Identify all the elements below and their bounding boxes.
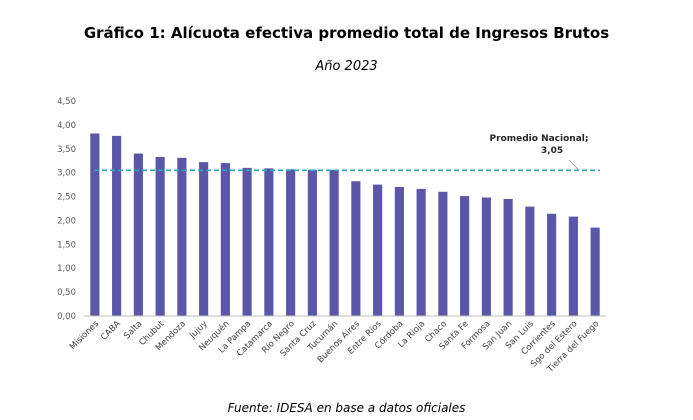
bar (112, 135, 122, 316)
bar (329, 169, 339, 316)
bar (547, 213, 557, 316)
reference-label: Promedio Nacional; (490, 134, 589, 144)
reference-line-group: Promedio Nacional; 3,05 (94, 134, 600, 172)
bar (286, 169, 296, 316)
bar (525, 206, 535, 316)
reference-leader-line (568, 159, 579, 170)
y-tick-label: 0,00 (57, 312, 76, 322)
bar (177, 157, 187, 316)
bar (242, 167, 252, 316)
chart-title: Gráfico 1: Alícuota efectiva promedio to… (83, 24, 610, 42)
y-tick-label: 1,50 (57, 240, 76, 250)
bar (438, 191, 448, 316)
y-tick-label: 4,00 (57, 121, 76, 131)
bar (220, 163, 230, 316)
x-tick-label: CABA (99, 319, 123, 343)
y-tick-label: 2,50 (57, 193, 76, 203)
chart-subtitle: Año 2023 (315, 59, 378, 74)
bar (373, 184, 383, 316)
reference-value-label: 3,05 (541, 146, 563, 156)
bar (199, 162, 209, 316)
bars (90, 133, 600, 316)
bar (503, 198, 513, 316)
y-axis: 0,00 0,50 1,00 1,50 2,00 2,50 3,00 3,50 4,00 4,50 (57, 97, 76, 322)
y-tick-label: 3,50 (57, 145, 76, 155)
bar (481, 197, 491, 316)
bar (351, 181, 361, 316)
bar (460, 196, 470, 316)
bar (307, 169, 317, 316)
source-note: Fuente: IDESA en base a datos oficiales (227, 401, 466, 415)
bar (394, 187, 404, 316)
bar (133, 153, 143, 316)
x-tick-label: Misiones (68, 319, 101, 352)
bar (590, 227, 600, 316)
y-tick-label: 1,00 (57, 264, 76, 274)
y-tick-label: 2,00 (57, 216, 76, 226)
bar (416, 188, 426, 316)
bar (155, 156, 165, 316)
y-tick-label: 4,50 (57, 97, 76, 107)
bar (568, 216, 578, 316)
bar (90, 133, 100, 316)
y-tick-label: 0,50 (57, 288, 76, 298)
y-tick-label: 3,00 (57, 169, 76, 179)
bar (264, 168, 274, 316)
